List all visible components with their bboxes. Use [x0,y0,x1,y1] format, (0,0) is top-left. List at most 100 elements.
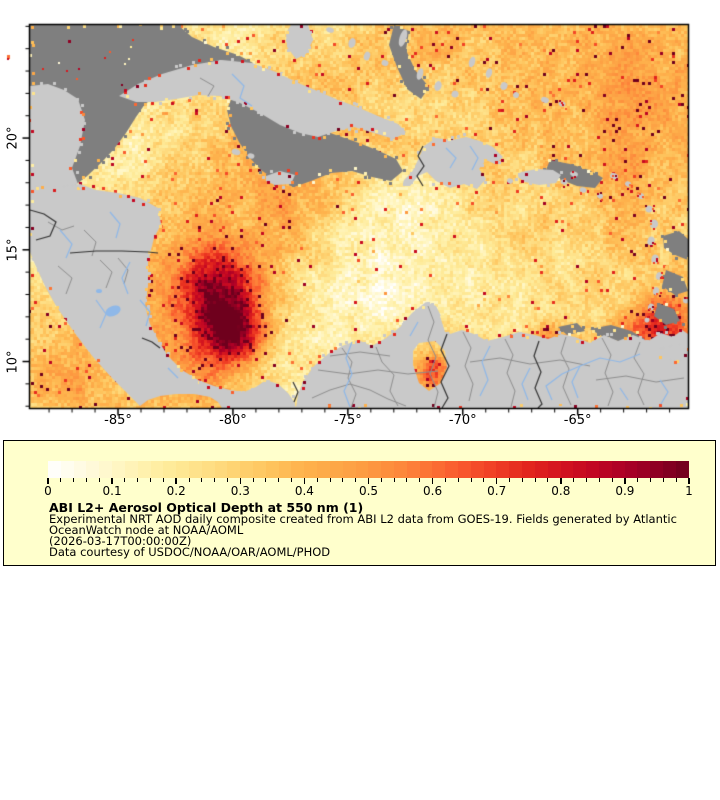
colorbar-segment [60,461,74,478]
colorbar-segment [124,461,138,478]
colorbar-major-tick [239,478,242,484]
colorbar-segment [675,461,689,478]
colorbar-major-tick [175,478,177,484]
colorbar-segment [445,461,458,478]
colorbar-tick-label: 0.9 [615,484,635,498]
colorbar-minor-tick [444,478,446,482]
colorbar-minor-tick [611,478,613,482]
colorbar-tick-label: 0.8 [551,484,571,498]
colorbar-minor-tick [214,478,216,482]
colorbar-segment [637,461,651,478]
colorbar-minor-tick [226,478,228,482]
colorbar-segment [150,461,164,478]
colorbar-tick-label: 0.6 [423,484,443,498]
x-axis-tick-label: -80° [219,413,247,428]
colorbar-segment [509,461,523,478]
colorbar-minor-tick [547,478,549,482]
colorbar-minor-tick [509,478,511,482]
colorbar-major-tick [367,478,370,484]
colorbar-major-tick [111,478,113,484]
y-axis-tick-label: 10° [5,349,21,374]
colorbar-minor-tick [278,478,280,482]
colorbar-minor-tick [162,478,164,482]
colorbar-minor-tick [98,478,100,482]
colorbar-minor-tick [483,478,485,482]
colorbar-segment [650,461,663,478]
colorbar-minor-tick [316,478,318,482]
colorbar-major-tick [688,478,690,484]
colorbar-minor-tick [662,478,664,482]
colorbar-segment [342,461,356,478]
colorbar-segment [355,461,369,478]
colorbar-minor-tick [675,478,677,482]
y-axis-tick-label: 20° [5,126,21,150]
legend-line: Data courtesy of USDOC/NOAA/OAR/AOML/PHO… [49,545,331,559]
colorbar-major-tick [495,478,498,484]
colorbar-segment [227,461,241,478]
colorbar-segment [483,461,497,478]
colorbar-segment [406,461,420,478]
colorbar-minor-tick [419,478,421,482]
colorbar-segment [304,461,318,478]
colorbar-minor-tick [598,478,600,482]
colorbar-segment [214,461,228,478]
colorbar-major-tick [303,478,306,484]
colorbar-minor-tick [73,478,75,482]
colorbar-segment [624,461,638,478]
colorbar-minor-tick [380,478,382,482]
colorbar-segment [560,461,574,478]
colorbar-segment [163,461,177,478]
colorbar-segment [598,461,612,478]
colorbar-segment [253,461,266,478]
colorbar-major-tick [431,478,434,484]
colorbar-segment [291,461,305,478]
colorbar-tick-label: 0 [44,484,52,498]
legend-line: (2026-03-17T00:00:00Z) [49,534,192,548]
colorbar-major-tick [47,478,49,484]
colorbar-minor-tick [521,478,523,482]
x-axis-tick-label: -65° [563,413,592,428]
colorbar-minor-tick [265,478,267,482]
colorbar-tick-label: 0.3 [230,484,250,498]
colorbar-minor-tick [150,478,152,482]
legend-title: ABI L2+ Aerosol Optical Depth at 550 nm … [49,500,364,515]
x-axis-tick-label: -70° [448,413,477,428]
colorbar-segment [432,461,446,478]
colorbar-segment [381,461,394,478]
colorbar-tick-label: 0.4 [294,484,314,498]
colorbar-minor-tick [252,478,254,482]
colorbar-segment [188,461,202,478]
colorbar-minor-tick [201,478,203,482]
colorbar-minor-tick [355,478,357,482]
colorbar-minor-tick [637,478,639,482]
colorbar-segment [534,461,548,478]
colorbar-segment [329,461,343,478]
colorbar [48,461,689,478]
colorbar-minor-tick [342,478,344,482]
colorbar-tick-label: 1 [685,484,693,498]
colorbar-segment [573,461,587,478]
colorbar-segment [419,461,433,478]
aod-map-canvas [0,0,720,440]
colorbar-segment [240,461,253,478]
colorbar-minor-tick [406,478,408,482]
legend-text: ABI L2+ Aerosol Optical Depth at 550 nm … [49,501,677,558]
colorbar-minor-tick [457,478,459,482]
colorbar-segment [496,461,510,478]
colorbar-minor-tick [470,478,472,482]
colorbar-minor-tick [60,478,62,482]
colorbar-minor-tick [85,478,87,482]
colorbar-segment [137,461,151,478]
colorbar-legend: 0 0.1 0.2 0.3 0.4 0.5 0.6 0.7 0.8 0.9 1 ABI L2+ Ae… [3,440,716,566]
colorbar-segment [278,461,292,478]
colorbar-minor-tick [393,478,395,482]
colorbar-segment [470,461,484,478]
colorbar-tick-label: 0.7 [487,484,507,498]
colorbar-minor-tick [124,478,126,482]
colorbar-tick-label: 0.1 [102,484,122,498]
colorbar-segment [586,461,599,478]
colorbar-segment [547,461,561,478]
colorbar-segment [86,461,100,478]
colorbar-minor-tick [329,478,331,482]
